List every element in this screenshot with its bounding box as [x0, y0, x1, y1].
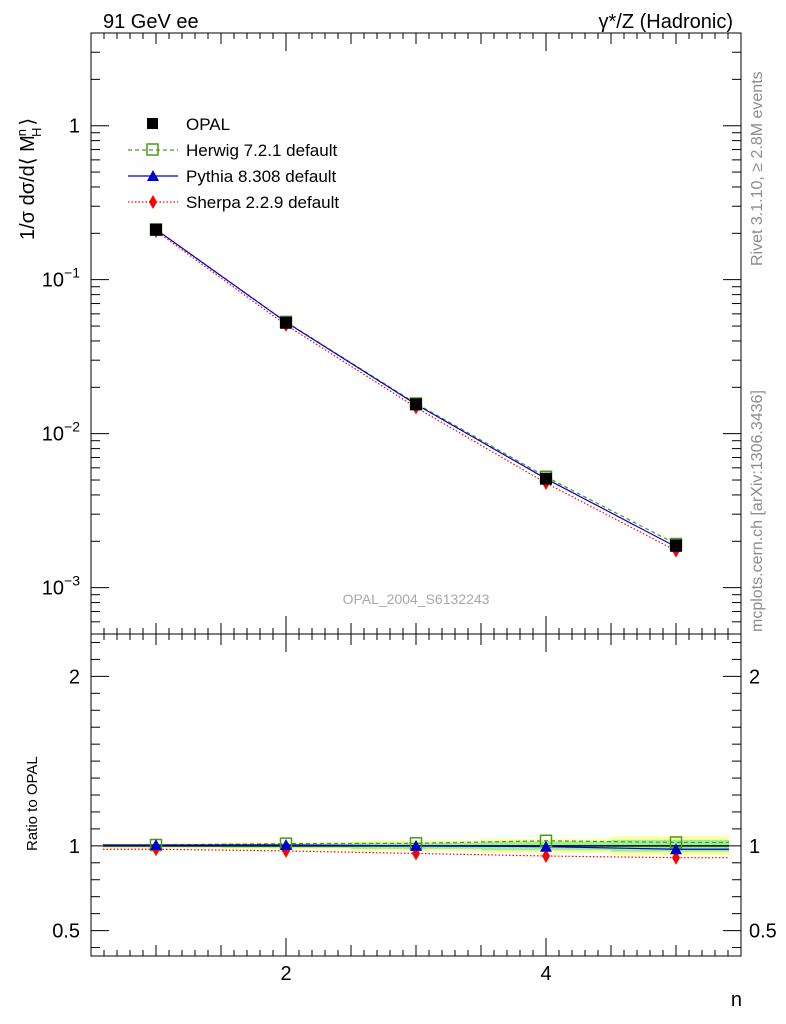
legend-label-pythia: Pythia 8.308 default	[186, 167, 337, 186]
main-ylabel: 1/σ dσ/d⟨ MnH ⟩	[14, 118, 44, 240]
main-y-tick-base: 10	[42, 424, 64, 446]
ratio-point-pythia	[150, 838, 162, 850]
main-point-data	[150, 223, 162, 236]
main-y-tick-exp: −3	[64, 573, 80, 589]
main-point-data	[280, 316, 292, 329]
legend-label-sherpa: Sherpa 2.2.9 default	[186, 193, 339, 212]
main-y-tick-label: 10−3	[42, 573, 80, 600]
main-line-sherpa	[155, 230, 677, 552]
rivet-version-label: Rivet 3.1.10, ≥ 2.8M events	[749, 71, 766, 266]
ratio-y-tick-label-right: 1	[749, 836, 760, 858]
legend-marker-opal	[147, 118, 158, 129]
mcplots-label: mcplots.cern.ch [arXiv:1306.3436]	[749, 390, 766, 632]
x-tick-label: 2	[280, 963, 291, 985]
ylabel-sup: n	[14, 129, 29, 136]
ratio-y-tick-label-left: 0.5	[52, 921, 80, 943]
main-point-data	[540, 472, 552, 485]
main-point-data	[670, 539, 682, 552]
header-left: 91 GeV ee	[103, 11, 199, 33]
ratio-point-pythia	[410, 839, 422, 851]
main-y-tick-label: 10−2	[42, 419, 80, 446]
ratio-panel: 2 4 2 2 1 1 0.5 0.5	[52, 634, 777, 985]
main-y-tick-base: 10	[42, 578, 64, 600]
ratio-point-pythia	[670, 843, 682, 855]
main-y-tick-label: 10−1	[42, 265, 80, 292]
legend-marker-herwig	[146, 143, 159, 156]
ylabel-main-text: 1/σ dσ/d⟨ M	[17, 135, 39, 240]
legend: OPAL Herwig 7.2.1 default Pythia 8.308 d…	[128, 115, 339, 212]
x-tick-label: 4	[540, 963, 551, 985]
ylabel-sub: H	[29, 128, 44, 137]
ratio-point-sherpa	[542, 849, 550, 864]
ylabel-end: ⟩	[17, 118, 39, 126]
main-line-herwig	[155, 228, 677, 545]
legend-label-herwig: Herwig 7.2.1 default	[186, 141, 337, 160]
ratio-y-tick-label-right: 0.5	[749, 921, 777, 943]
header-right: γ*/Z (Hadronic)	[599, 11, 733, 33]
main-y-tick-exp: −1	[64, 265, 80, 281]
main-y-tick-exp: −2	[64, 419, 80, 435]
main-y-tick-label: 1	[69, 116, 80, 138]
ratio-y-tick-label-left: 2	[69, 666, 80, 688]
analysis-watermark: OPAL_2004_S6132243	[343, 591, 490, 607]
legend-label-opal: OPAL	[186, 115, 230, 134]
legend-marker-pythia	[147, 170, 159, 181]
ratio-frame	[90, 633, 742, 957]
ratio-point-pythia	[280, 838, 292, 850]
main-panel: 110−110−210−3	[42, 32, 742, 635]
x-axis-label: n	[731, 989, 742, 1011]
ratio-y-tick-label-right: 2	[749, 666, 760, 688]
main-line-pythia	[155, 228, 677, 548]
ratio-point-pythia	[540, 840, 552, 852]
main-y-tick-base: 10	[42, 270, 64, 292]
ratio-ylabel: Ratio to OPAL	[24, 756, 41, 851]
legend-marker-sherpa	[149, 195, 157, 209]
ratio-y-tick-label-left: 1	[69, 836, 80, 858]
main-point-data	[410, 398, 422, 411]
